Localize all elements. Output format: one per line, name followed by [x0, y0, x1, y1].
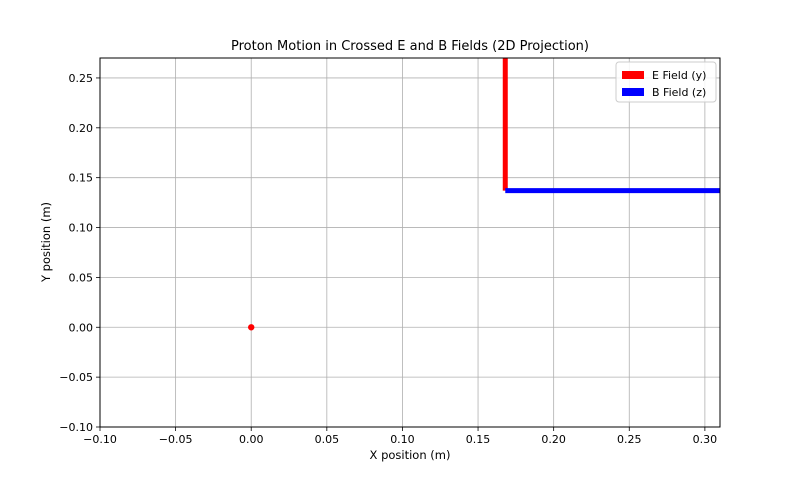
y-tick-label: 0.05: [69, 271, 94, 284]
y-tick-label: −0.05: [59, 371, 93, 384]
chart-title: Proton Motion in Crossed E and B Fields …: [231, 39, 589, 54]
legend-label: B Field (z): [652, 86, 706, 99]
x-tick-label: 0.30: [693, 433, 718, 446]
x-tick-label: 0.25: [617, 433, 642, 446]
y-axis-label: Y position (m): [39, 202, 53, 283]
x-tick-label: 0.10: [390, 433, 415, 446]
ticks: −0.10 −0.05 0.00 0.05 0.10 0.15 0.20 0.25 0.30 −0…: [59, 72, 717, 446]
y-tick-label: −0.10: [59, 421, 93, 434]
plot-data: [248, 58, 720, 331]
legend-label: E Field (y): [652, 69, 706, 82]
origin-point: [248, 324, 255, 331]
x-tick-label: 0.20: [541, 433, 566, 446]
x-axis-label: X position (m): [370, 448, 451, 462]
y-tick-label: 0.20: [69, 122, 94, 135]
x-tick-label: 0.05: [315, 433, 340, 446]
x-tick-label: −0.10: [83, 433, 117, 446]
x-tick-label: 0.15: [466, 433, 491, 446]
y-tick-label: 0.25: [69, 72, 94, 85]
x-tick-label: 0.00: [239, 433, 264, 446]
legend-swatch: [622, 71, 644, 79]
plot-frame: [99, 57, 721, 428]
legend: E Field (y) B Field (z): [615, 61, 717, 103]
x-tick-label: −0.05: [159, 433, 193, 446]
y-tick-label: 0.00: [69, 321, 94, 334]
grid: [99, 58, 720, 428]
y-tick-label: 0.15: [69, 172, 94, 185]
y-tick-label: 0.10: [69, 222, 94, 235]
legend-swatch: [622, 88, 644, 96]
